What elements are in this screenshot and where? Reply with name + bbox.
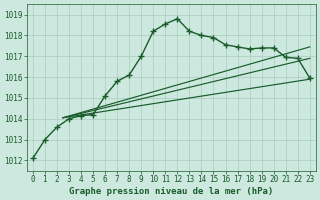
X-axis label: Graphe pression niveau de la mer (hPa): Graphe pression niveau de la mer (hPa) bbox=[69, 187, 274, 196]
